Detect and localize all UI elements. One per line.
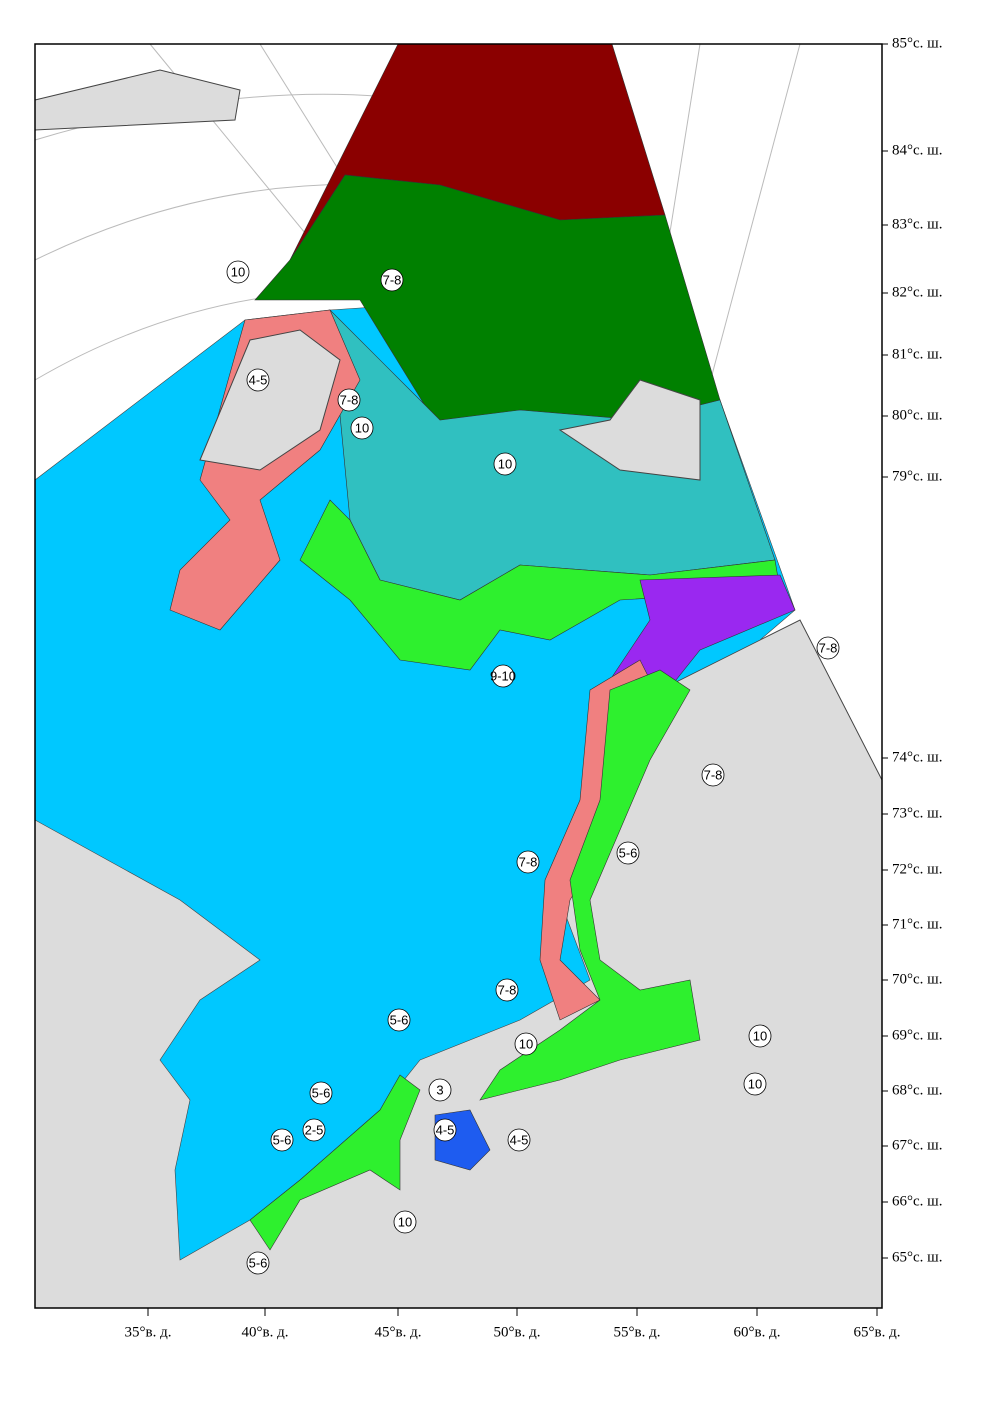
- label-circle: [514, 1032, 538, 1056]
- ice-label: 5-6: [249, 1255, 268, 1270]
- ice-label: 10: [748, 1076, 762, 1091]
- ice-label: 5-6: [273, 1132, 292, 1147]
- ice-label: 4-5: [249, 372, 268, 387]
- lat-label: 71°с. ш.: [892, 916, 942, 932]
- lat-label: 81°с. ш.: [892, 346, 942, 362]
- lat-label: 85°с. ш.: [892, 35, 942, 51]
- lat-label: 83°с. ш.: [892, 216, 942, 232]
- label-circle: [226, 260, 250, 284]
- ice-label: 2-5: [305, 1122, 324, 1137]
- label-circle: [246, 1251, 270, 1275]
- lat-label: 73°с. ш.: [892, 805, 942, 821]
- island: [558, 379, 701, 481]
- label-circle: [507, 1128, 531, 1152]
- lon-label: 55°в. д.: [614, 1324, 661, 1340]
- ice-label: 7-8: [519, 854, 538, 869]
- label-circle: [491, 664, 515, 688]
- ice-label: 4-5: [510, 1132, 529, 1147]
- ice-label: 5-6: [312, 1085, 331, 1100]
- lat-label: 84°с. ш.: [892, 142, 942, 158]
- lat-label: 68°с. ш.: [892, 1082, 942, 1098]
- label-circle: [516, 850, 540, 874]
- lat-label: 65°с. ш.: [892, 1249, 942, 1265]
- lat-label: 66°с. ш.: [892, 1193, 942, 1209]
- label-circle: [748, 1024, 772, 1048]
- label-circle: [701, 763, 725, 787]
- ice-label: 7-8: [340, 392, 359, 407]
- ice-label: 4-5: [436, 1122, 455, 1137]
- label-circle: [433, 1118, 457, 1142]
- ice-label: 10: [355, 420, 369, 435]
- label-circle: [493, 452, 517, 476]
- label-circle: [337, 388, 361, 412]
- label-circle: [495, 978, 519, 1002]
- lat-label: 80°с. ш.: [892, 407, 942, 423]
- lat-label: 79°с. ш.: [892, 468, 942, 484]
- lat-label: 82°с. ш.: [892, 284, 942, 300]
- ice-label: 10: [519, 1036, 533, 1051]
- ice-zone-lightgreen: [479, 669, 701, 1101]
- ice-label: 7-8: [819, 640, 838, 655]
- ice-label: 7-8: [704, 767, 723, 782]
- label-circle: [309, 1081, 333, 1105]
- lat-label: 70°с. ш.: [892, 971, 942, 987]
- lon-label: 35°в. д.: [125, 1324, 172, 1340]
- ice-label: 10: [398, 1214, 412, 1229]
- label-circle: [428, 1078, 452, 1102]
- ice-label: 3: [436, 1082, 443, 1097]
- lat-label: 67°с. ш.: [892, 1137, 942, 1153]
- lat-label: 74°с. ш.: [892, 749, 942, 765]
- lon-label: 40°в. д.: [242, 1324, 289, 1340]
- label-circle: [246, 368, 270, 392]
- label-circle: [393, 1210, 417, 1234]
- lon-label: 45°в. д.: [375, 1324, 422, 1340]
- ice-label: 10: [753, 1028, 767, 1043]
- lon-label: 60°в. д.: [734, 1324, 781, 1340]
- island: [199, 329, 341, 471]
- ice-label: 5-6: [619, 845, 638, 860]
- label-circle: [387, 1008, 411, 1032]
- label-circle: [380, 268, 404, 292]
- ice-zone-lightgreen: [299, 499, 781, 671]
- ice-label: 10: [498, 456, 512, 471]
- lat-label: 69°с. ш.: [892, 1027, 942, 1043]
- lon-label: 65°в. д.: [854, 1324, 901, 1340]
- ice-label: 5-6: [390, 1012, 409, 1027]
- ice-label: 7-8: [383, 272, 402, 287]
- label-circle: [302, 1118, 326, 1142]
- lat-label: 72°с. ш.: [892, 861, 942, 877]
- label-circle: [350, 416, 374, 440]
- ice-label: 7-8: [498, 982, 517, 997]
- label-circle: [616, 841, 640, 865]
- label-circle: [743, 1072, 767, 1096]
- ice-zone-lightgreen: [249, 1074, 421, 1251]
- lon-label: 50°в. д.: [494, 1324, 541, 1340]
- label-circle: [270, 1128, 294, 1152]
- map-frame: [34, 43, 883, 1309]
- label-circle: [816, 636, 840, 660]
- ice-label: 10: [231, 264, 245, 279]
- ice-label: 9-10: [490, 668, 516, 683]
